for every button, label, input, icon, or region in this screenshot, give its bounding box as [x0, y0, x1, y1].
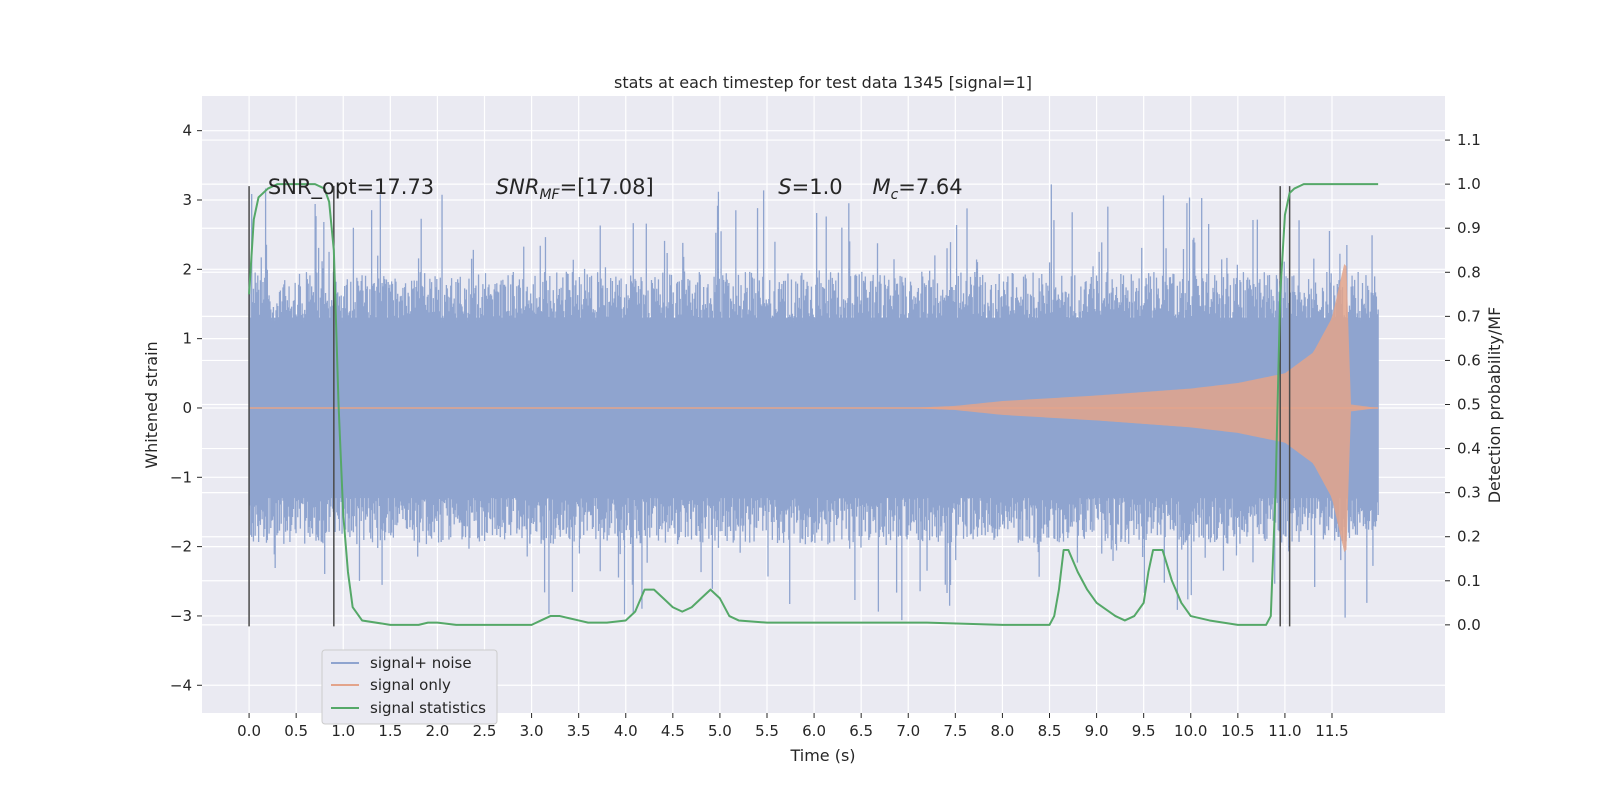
signal-statistics-line — [248, 183, 1379, 626]
x-tick-label-21: 10.5 — [1221, 722, 1254, 740]
x-tick-label-14: 7.0 — [896, 722, 920, 740]
annotation-3-main: M — [872, 175, 890, 199]
legend-label-signal-noise: signal+ noise — [370, 654, 472, 672]
x-tick-label-0: 0.0 — [237, 722, 261, 740]
y-ticks: −4 −3 −2 −1 0 1 2 3 4 — [170, 122, 202, 694]
x-tick-label-5: 2.5 — [473, 722, 497, 740]
series-signal-only — [249, 263, 1379, 552]
y-tick-label-4: 0 — [182, 399, 192, 417]
x-tick-label-12: 6.0 — [802, 722, 826, 740]
legend: signal+ noise signal only signal statist… — [321, 649, 498, 725]
y2-axis-label: Detection probability/MF — [1485, 307, 1504, 504]
x-tick-label-10: 5.0 — [708, 722, 732, 740]
annotation-1-sub: MF — [539, 187, 560, 203]
chart-title: stats at each timestep for test data 134… — [614, 73, 1032, 92]
y-tick-label-7: 3 — [182, 191, 192, 209]
x-tick-label-17: 8.5 — [1038, 722, 1062, 740]
annotation-3-tail: =7.64 — [898, 175, 962, 199]
x-tick-label-15: 7.5 — [943, 722, 967, 740]
y-tick-label-3: −1 — [170, 468, 192, 486]
y-tick-label-6: 2 — [182, 260, 192, 278]
y2-tick-label-7: 0.7 — [1457, 307, 1481, 325]
annotation-0: SNR_opt=17.73 — [268, 175, 434, 200]
annotation-1: SNRMF=[17.08] — [496, 175, 654, 203]
annotation-2: S=1.0 — [778, 175, 842, 199]
x-tick-label-4: 2.0 — [425, 722, 449, 740]
y2-tick-label-11: 1.1 — [1457, 131, 1481, 149]
annotation-0-main: SNR_opt=17.73 — [268, 175, 434, 200]
y-tick-label-8: 4 — [182, 122, 192, 140]
x-tick-label-11: 5.5 — [755, 722, 779, 740]
y-tick-label-0: −4 — [170, 676, 192, 694]
x-tick-label-9: 4.5 — [661, 722, 685, 740]
y-tick-label-5: 1 — [182, 330, 192, 348]
y2-tick-label-8: 0.8 — [1457, 263, 1481, 281]
x-tick-label-22: 11.0 — [1268, 722, 1301, 740]
y2-tick-label-10: 1.0 — [1457, 175, 1481, 193]
x-tick-label-2: 1.0 — [331, 722, 355, 740]
legend-label-signal-only: signal only — [370, 676, 451, 694]
y2-tick-label-9: 0.9 — [1457, 219, 1481, 237]
x-tick-label-23: 11.5 — [1315, 722, 1348, 740]
annotation-3-sub: c — [891, 187, 899, 203]
y2-tick-label-0: 0.0 — [1457, 616, 1481, 634]
annotation-1-tail: =[17.08] — [560, 175, 654, 199]
annotation-1-main: SNR — [496, 175, 540, 199]
y2-tick-label-1: 0.1 — [1457, 572, 1481, 590]
annotation-3: Mc=7.64 — [872, 175, 962, 203]
x-tick-label-7: 3.5 — [567, 722, 591, 740]
x-tick-label-16: 8.0 — [990, 722, 1014, 740]
x-tick-label-20: 10.0 — [1174, 722, 1207, 740]
x-tick-label-6: 3.0 — [520, 722, 544, 740]
legend-box — [321, 649, 498, 725]
y2-tick-label-2: 0.2 — [1457, 528, 1481, 546]
y2-ticks: 0.0 0.1 0.2 0.3 0.4 0.5 0.6 0.7 0.8 0.9 1.0 1.1 — [1445, 131, 1481, 634]
annotations: SNR_opt=17.73 SNRMF=[17.08] S=1.0 Mc=7.64 — [268, 175, 963, 203]
series-signal-statistics — [248, 183, 1379, 626]
y-tick-label-1: −3 — [170, 607, 192, 625]
x-tick-label-1: 0.5 — [284, 722, 308, 740]
y2-tick-label-3: 0.3 — [1457, 484, 1481, 502]
legend-label-signal-statistics: signal statistics — [370, 699, 486, 717]
x-tick-label-18: 9.0 — [1085, 722, 1109, 740]
annotation-2-main: S — [778, 175, 791, 199]
y2-tick-label-4: 0.4 — [1457, 440, 1481, 458]
y2-tick-label-6: 0.6 — [1457, 351, 1481, 369]
x-tick-label-19: 9.5 — [1132, 722, 1156, 740]
x-tick-label-3: 1.5 — [378, 722, 402, 740]
x-axis-label: Time (s) — [789, 746, 855, 765]
x-tick-label-13: 6.5 — [849, 722, 873, 740]
y-tick-label-2: −2 — [170, 538, 192, 556]
y-axis-label: Whitened strain — [142, 341, 161, 468]
x-ticks: 0.0 0.5 1.0 1.5 2.0 2.5 3.0 3.5 4.0 4.5 5.0 5.5 6.0 6… — [237, 713, 1349, 740]
y2-tick-label-5: 0.5 — [1457, 396, 1481, 414]
x-tick-label-8: 4.0 — [614, 722, 638, 740]
annotation-2-tail: =1.0 — [792, 175, 843, 199]
